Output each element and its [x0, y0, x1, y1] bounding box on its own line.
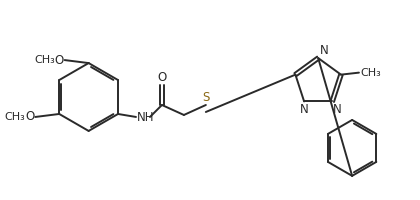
Text: O: O [25, 110, 34, 123]
Text: CH₃: CH₃ [34, 55, 55, 65]
Text: O: O [55, 54, 64, 67]
Text: N: N [320, 44, 329, 57]
Text: N: N [333, 103, 342, 116]
Text: CH₃: CH₃ [5, 112, 25, 122]
Text: N: N [300, 103, 308, 116]
Text: CH₃: CH₃ [360, 68, 381, 78]
Text: S: S [202, 91, 210, 104]
Text: O: O [158, 71, 167, 84]
Text: NH: NH [137, 111, 155, 124]
